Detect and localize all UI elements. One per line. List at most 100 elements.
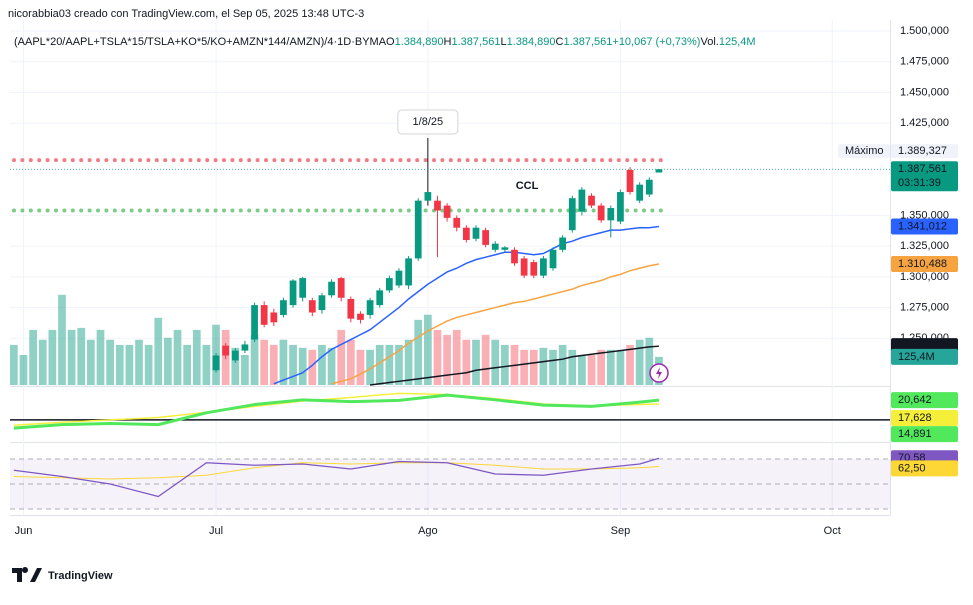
date-marker-box: [397, 109, 459, 135]
volume-last-label-bg: [891, 348, 958, 365]
candle-body: [347, 298, 355, 319]
max-label-bg: [891, 144, 958, 159]
candle-body: [434, 200, 441, 211]
y-tick-label: 1.300,000: [900, 271, 949, 283]
volume-bar: [337, 329, 346, 385]
volume-bar: [173, 329, 182, 385]
moving-average: [331, 263, 660, 385]
candle-body: [289, 280, 297, 306]
y-tick-label: 1.275,000: [900, 301, 949, 313]
volume-bar: [308, 349, 317, 385]
volume-bar: [29, 329, 37, 385]
volume-bar: [491, 339, 500, 385]
volume-bar: [366, 349, 374, 385]
volume-bar: [443, 334, 451, 385]
moving-average: [273, 225, 660, 385]
volume-bar: [346, 339, 355, 385]
candle-body: [482, 230, 489, 245]
candle-body: [568, 198, 576, 231]
indicator-label-bg: [891, 426, 958, 443]
attribution: nicorabbia03 creado con TradingView.com,…: [8, 8, 364, 20]
volume-bar: [10, 344, 18, 385]
indicator-label: 14,891: [898, 428, 932, 440]
candle-body: [607, 208, 615, 221]
candle-body: [212, 355, 220, 371]
legend-separator: ·: [333, 36, 337, 48]
x-tick-label: Sep: [611, 525, 631, 537]
volume-bar: [433, 329, 442, 385]
candle-body: [645, 179, 653, 195]
candle-body: [222, 345, 230, 356]
logo-icon: [12, 567, 42, 582]
volume-bar: [144, 344, 153, 385]
legend-ohlc-prefix: H: [444, 36, 452, 48]
y-tick-label: 1.450,000: [900, 86, 949, 98]
legend-ohlc-value: 1.387,561: [563, 36, 612, 48]
ma-last-label-bg: [891, 255, 958, 272]
legend: (AAPL*20/AAPL+TSLA*15/TSLA+KO*5/KO+AMZN*…: [14, 36, 756, 48]
volume-bar: [462, 339, 471, 385]
legend-interval: 1D: [337, 36, 351, 48]
volume-bar: [414, 319, 423, 385]
candle-body: [472, 227, 480, 239]
volume-bar: [298, 347, 307, 385]
volume-bar: [87, 339, 95, 385]
volume-last-label: 125,4M: [898, 351, 935, 363]
volume-bar: [125, 344, 134, 385]
candle-body: [597, 205, 605, 221]
volume-bar: [597, 349, 606, 385]
candle-body: [501, 247, 509, 250]
volume-bar: [67, 329, 76, 385]
indicator-label-bg: [891, 460, 958, 477]
candle-body: [511, 249, 518, 264]
candle-body: [318, 295, 326, 311]
volume-bar: [96, 329, 105, 385]
legend-exchange: BYMA: [355, 36, 387, 48]
legend-volume-prefix: Vol.: [700, 36, 718, 48]
candle-body: [443, 205, 451, 218]
candle-body: [405, 258, 412, 286]
volume-bar: [606, 349, 615, 385]
candle-body: [260, 305, 268, 325]
volume-bar: [452, 329, 461, 385]
candle-body: [270, 312, 278, 323]
volume-bar: [404, 339, 413, 385]
volume-bar: [77, 327, 86, 385]
max-title: Máximo: [845, 145, 884, 157]
indicator-label-bg: [891, 392, 958, 409]
volume-bar: [501, 344, 509, 385]
volume-bar: [635, 339, 644, 385]
indicator-line: [13, 462, 659, 480]
legend-separator: ·: [351, 36, 355, 48]
candle-body: [424, 192, 432, 201]
countdown: 03:31:39: [898, 177, 941, 189]
alert-icon: [649, 363, 669, 383]
candle-body: [453, 217, 461, 228]
ma-last-label: 1.310,488: [898, 258, 947, 270]
candle-body: [395, 270, 403, 286]
volume-bar: [318, 344, 326, 385]
candle-body: [357, 313, 364, 320]
volume-bar: [231, 347, 240, 385]
volume-bar: [327, 347, 336, 385]
candle-body: [540, 258, 547, 276]
volume-bar: [587, 354, 596, 385]
indicator-label-bg: [891, 409, 958, 426]
indicator-label: 62,50: [898, 462, 926, 474]
volume-bar: [568, 349, 577, 385]
candle-body: [559, 237, 567, 250]
candle-body: [549, 249, 557, 269]
ma-last-label-bg: [891, 218, 958, 235]
volume-bar: [549, 349, 557, 385]
volume-bar: [154, 317, 163, 385]
volume-bar: [520, 349, 528, 385]
volume-bar: [183, 344, 192, 385]
legend-ohlc-prefix: L: [500, 36, 506, 48]
volume-bar: [19, 354, 28, 385]
legend-ohlc-prefix: C: [556, 36, 564, 48]
indicator-label: 20,642: [898, 394, 932, 406]
volume-bar: [260, 339, 269, 385]
alert-bolt: [656, 367, 662, 379]
candle-body: [251, 305, 258, 340]
